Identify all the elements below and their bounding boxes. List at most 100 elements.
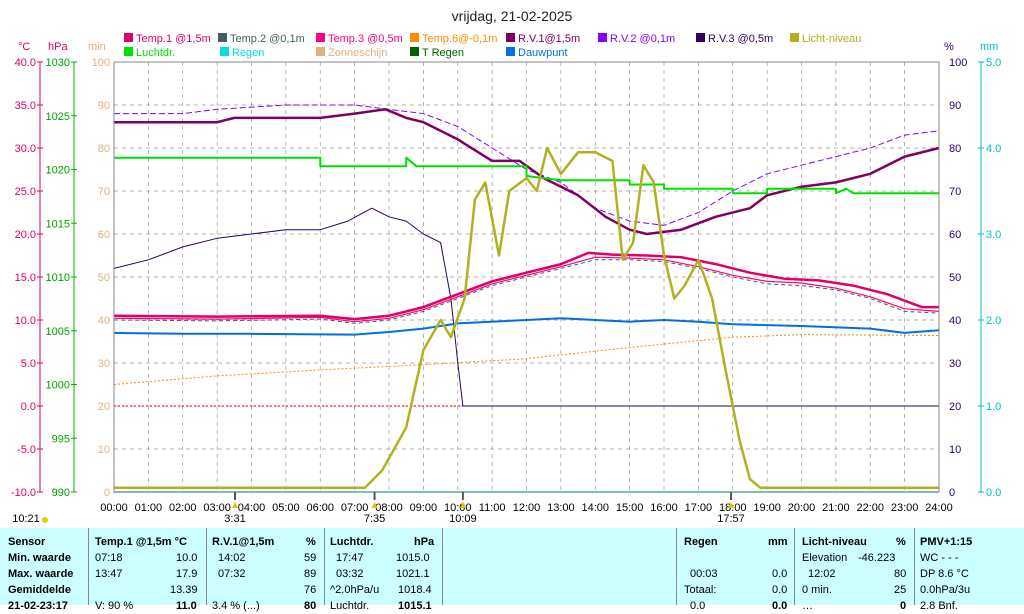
series-line-luchtdr — [114, 156, 939, 195]
tick-time: 03:00 — [203, 502, 231, 514]
tick-time: 10:00 — [444, 502, 472, 514]
unit-degC: °C — [18, 41, 30, 53]
rv-max-time: 07:32 — [218, 568, 246, 580]
rv-avg: 76 — [304, 584, 317, 596]
legend-label-rv3: R.V.3 @0,5m — [708, 33, 773, 45]
licht-header: Licht-niveau — [802, 536, 867, 548]
druk-min: 1015.0 — [396, 552, 430, 564]
rv-min-time: 14:02 — [218, 552, 246, 564]
temp-max: 17.9 — [176, 568, 198, 580]
tick-time: 06:00 — [306, 502, 334, 514]
legend-swatch-temp2 — [218, 33, 227, 42]
tick-mm: 5.0 — [986, 57, 1001, 69]
tick-time: 09:00 — [410, 502, 438, 514]
licht-max-time: 12:02 — [808, 568, 836, 580]
tick-degC: 15.0 — [15, 272, 36, 284]
tick-time: 24:00 — [925, 502, 953, 514]
chart-legend: Temp.1 @1,5m Temp.2 @0,1m Temp.3 @0,5m Temp… — [124, 33, 861, 59]
unit-min: min — [88, 41, 106, 53]
tick-degC: 35.0 — [15, 100, 36, 112]
pmv-header: PMV+1:15 — [920, 536, 973, 548]
series-line-temp1 — [113, 251, 939, 321]
rv-current-label: 3.4 % (...) — [212, 600, 260, 612]
legend-swatch-rv2 — [598, 33, 607, 42]
tick-pct: 50 — [949, 272, 961, 284]
legend-label-zon: Zonneschijn — [328, 47, 387, 59]
tick-mm: 4.0 — [986, 143, 1001, 155]
regen-unit: mm — [768, 536, 788, 548]
tick-time: 15:00 — [616, 502, 644, 514]
tick-time: 00:00 — [100, 502, 128, 514]
tick-min: 0 — [104, 487, 110, 499]
marker-arrow-icon — [232, 502, 238, 508]
marker-label: 7:35 — [364, 513, 385, 525]
tick-time: 08:00 — [375, 502, 403, 514]
stats-table: Sensor Min. waarde Max. waarde Gemiddeld… — [0, 528, 1024, 612]
pmv-dp: DP 8.6 °C — [920, 568, 969, 580]
tick-mm: 3.0 — [986, 229, 1001, 241]
tick-time: 16:00 — [650, 502, 678, 514]
tick-degC: 0.0 — [21, 401, 36, 413]
temp-current: 11.0 — [176, 600, 197, 612]
axis-unit-labels: °C hPa min% mm — [18, 41, 998, 53]
tick-hPa: 1015 — [46, 218, 70, 230]
legend-label-dauw: Dauwpunt — [518, 47, 568, 59]
legend-label-temp6: Temp.6@-0,1m — [422, 33, 497, 45]
regen-time: 00:03 — [690, 568, 718, 580]
tick-min: 80 — [98, 143, 110, 155]
legend-swatch-temp1 — [124, 33, 133, 42]
row-label-max: Max. waarde — [8, 568, 74, 580]
tick-min: 90 — [98, 100, 110, 112]
tick-degC: -10.0 — [11, 487, 36, 499]
tick-hPa: 1000 — [46, 380, 70, 392]
series-line-licht — [114, 146, 939, 489]
tick-min: 50 — [98, 272, 110, 284]
time-markers: 10:21 3:31 7:35 10:09 17:57 — [12, 492, 745, 525]
regen-total-label: Totaal: — [684, 584, 717, 596]
unit-pct: % — [944, 41, 954, 53]
tick-time: 12:00 — [513, 502, 541, 514]
tick-degC: 25.0 — [15, 186, 36, 198]
tick-time: 07:00 — [341, 502, 369, 514]
tick-pct: 20 — [949, 401, 961, 413]
druk-avg: 1018.4 — [398, 584, 432, 596]
row-label-min: Min. waarde — [8, 552, 71, 564]
legend-swatch-licht — [790, 33, 799, 42]
rv-current: 80 — [304, 600, 317, 612]
licht-minutes-label: 0 min. — [802, 584, 832, 596]
tick-min: 10 — [98, 444, 110, 456]
marker-label: 10:21 — [12, 513, 40, 525]
druk-min-time: 17:47 — [336, 552, 364, 564]
sun-icon — [42, 517, 48, 523]
regen-extra: 0.0 — [772, 600, 788, 612]
plot-frame — [113, 61, 940, 493]
legend-label-rv1: R.V.1@1,5m — [518, 33, 580, 45]
legend-label-regen: Regen — [232, 47, 264, 59]
licht-minutes: 25 — [894, 584, 907, 596]
tick-min: 60 — [98, 229, 110, 241]
unit-mm: mm — [980, 41, 998, 53]
legend-label-licht: Licht-niveau — [802, 33, 861, 45]
druk-max-time: 03:32 — [336, 568, 364, 580]
series-line-temp2 — [113, 259, 940, 324]
axis-ticks: 40.0 35.0 30.0 25.0 20.0 15.0 10.0 5.0 0.0 -5.0 -1… — [11, 57, 1001, 514]
series-line-temp6 — [113, 334, 940, 385]
tick-hPa: 1020 — [46, 165, 70, 177]
rv-header: R.V.1@1,5m — [212, 536, 275, 548]
tick-hPa: 1010 — [46, 272, 70, 284]
legend-label-luchtdr: Luchtdr. — [136, 47, 175, 59]
legend-label-tregen: T Regen — [422, 47, 464, 59]
tick-min: 70 — [98, 186, 110, 198]
tick-degC: 5.0 — [21, 358, 36, 370]
tick-hPa: 990 — [52, 487, 70, 499]
row-label-current: 21-02-23:17 — [8, 600, 68, 612]
legend-swatch-regen — [220, 47, 229, 56]
series-line-rv3 — [113, 207, 939, 407]
tick-degC: -5.0 — [17, 444, 36, 456]
legend-label-temp3: Temp.3 @0,5m — [328, 33, 403, 45]
rv-min: 59 — [304, 552, 317, 564]
regen-header: Regen — [684, 536, 718, 548]
tick-pct: 100 — [949, 57, 967, 69]
tick-time: 17:00 — [685, 502, 713, 514]
temp-max-time: 13:47 — [95, 568, 123, 580]
